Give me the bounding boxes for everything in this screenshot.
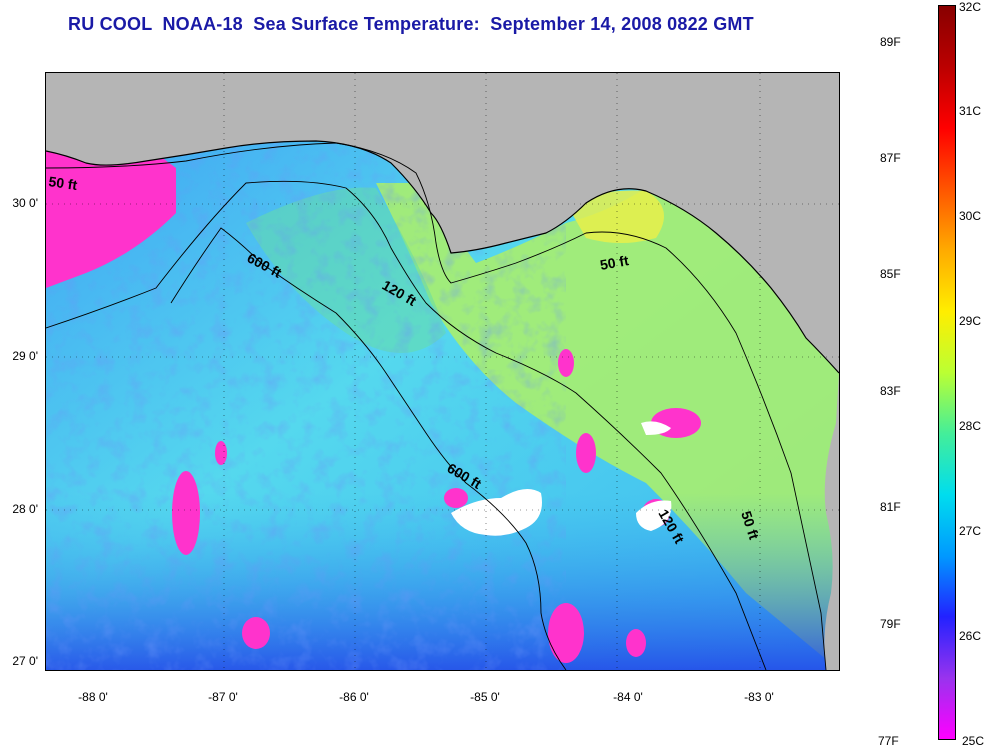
temperature-colorbar [938, 5, 956, 740]
contour-120ft [46, 180, 767, 670]
colorbar-label-81f: 81F [880, 500, 901, 514]
sst-map[interactable]: 50 ft 600 ft 120 ft 50 ft 600 ft 120 ft … [45, 72, 840, 671]
colorbar-label-26c: 26C [959, 629, 982, 643]
warm-shelf-yellow [566, 190, 664, 243]
lat-label-27: 27 0' [12, 654, 38, 668]
lon-label-84: -84 0' [613, 690, 643, 704]
lat-label-30: 30 0' [12, 196, 38, 210]
lon-label-83: -83 0' [744, 690, 774, 704]
colorbar-label-89f: 89F [880, 35, 901, 49]
cloud-patches [451, 421, 672, 536]
bathymetry-contours [46, 142, 827, 670]
lon-label-85: -85 0' [470, 690, 500, 704]
lon-label-88: -88 0' [78, 690, 108, 704]
lat-label-28: 28 0' [12, 502, 38, 516]
lon-label-86: -86 0' [339, 690, 369, 704]
map-canvas: 50 ft 600 ft 120 ft 50 ft 600 ft 120 ft … [46, 73, 839, 670]
colorbar-label-85f: 85F [880, 267, 901, 281]
contour-label-50ft-west: 50 ft [48, 173, 79, 193]
colorbar-label-87f: 87F [880, 151, 901, 165]
contour-label-50ft-east: 50 ft [599, 252, 630, 273]
coastline [46, 140, 839, 374]
land-north [46, 73, 839, 373]
colorbar-label-77f: 77F [878, 734, 899, 748]
contour-600ft [170, 227, 567, 670]
colorbar-label-31c: 31C [959, 104, 982, 118]
land-peninsula-east [824, 373, 839, 670]
contour-50ft-west [46, 142, 827, 670]
colorbar-label-29c: 29C [959, 314, 982, 328]
colorbar-label-28c: 28C [959, 419, 982, 433]
colorbar-label-27c: 27C [959, 524, 982, 538]
chart-title: RU COOL NOAA-18 Sea Surface Temperature:… [68, 14, 754, 34]
lat-lon-grid [46, 73, 839, 670]
colorbar-label-79f: 79F [880, 617, 901, 631]
colorbar-label-83f: 83F [880, 384, 901, 398]
lon-label-87: -87 0' [208, 690, 238, 704]
colorbar-label-30c: 30C [959, 209, 982, 223]
colorbar-label-32c: 32C [959, 0, 982, 14]
lat-label-29: 29 0' [12, 349, 38, 363]
colorbar-label-25c: 25C [962, 734, 985, 748]
land-masses [46, 73, 839, 670]
